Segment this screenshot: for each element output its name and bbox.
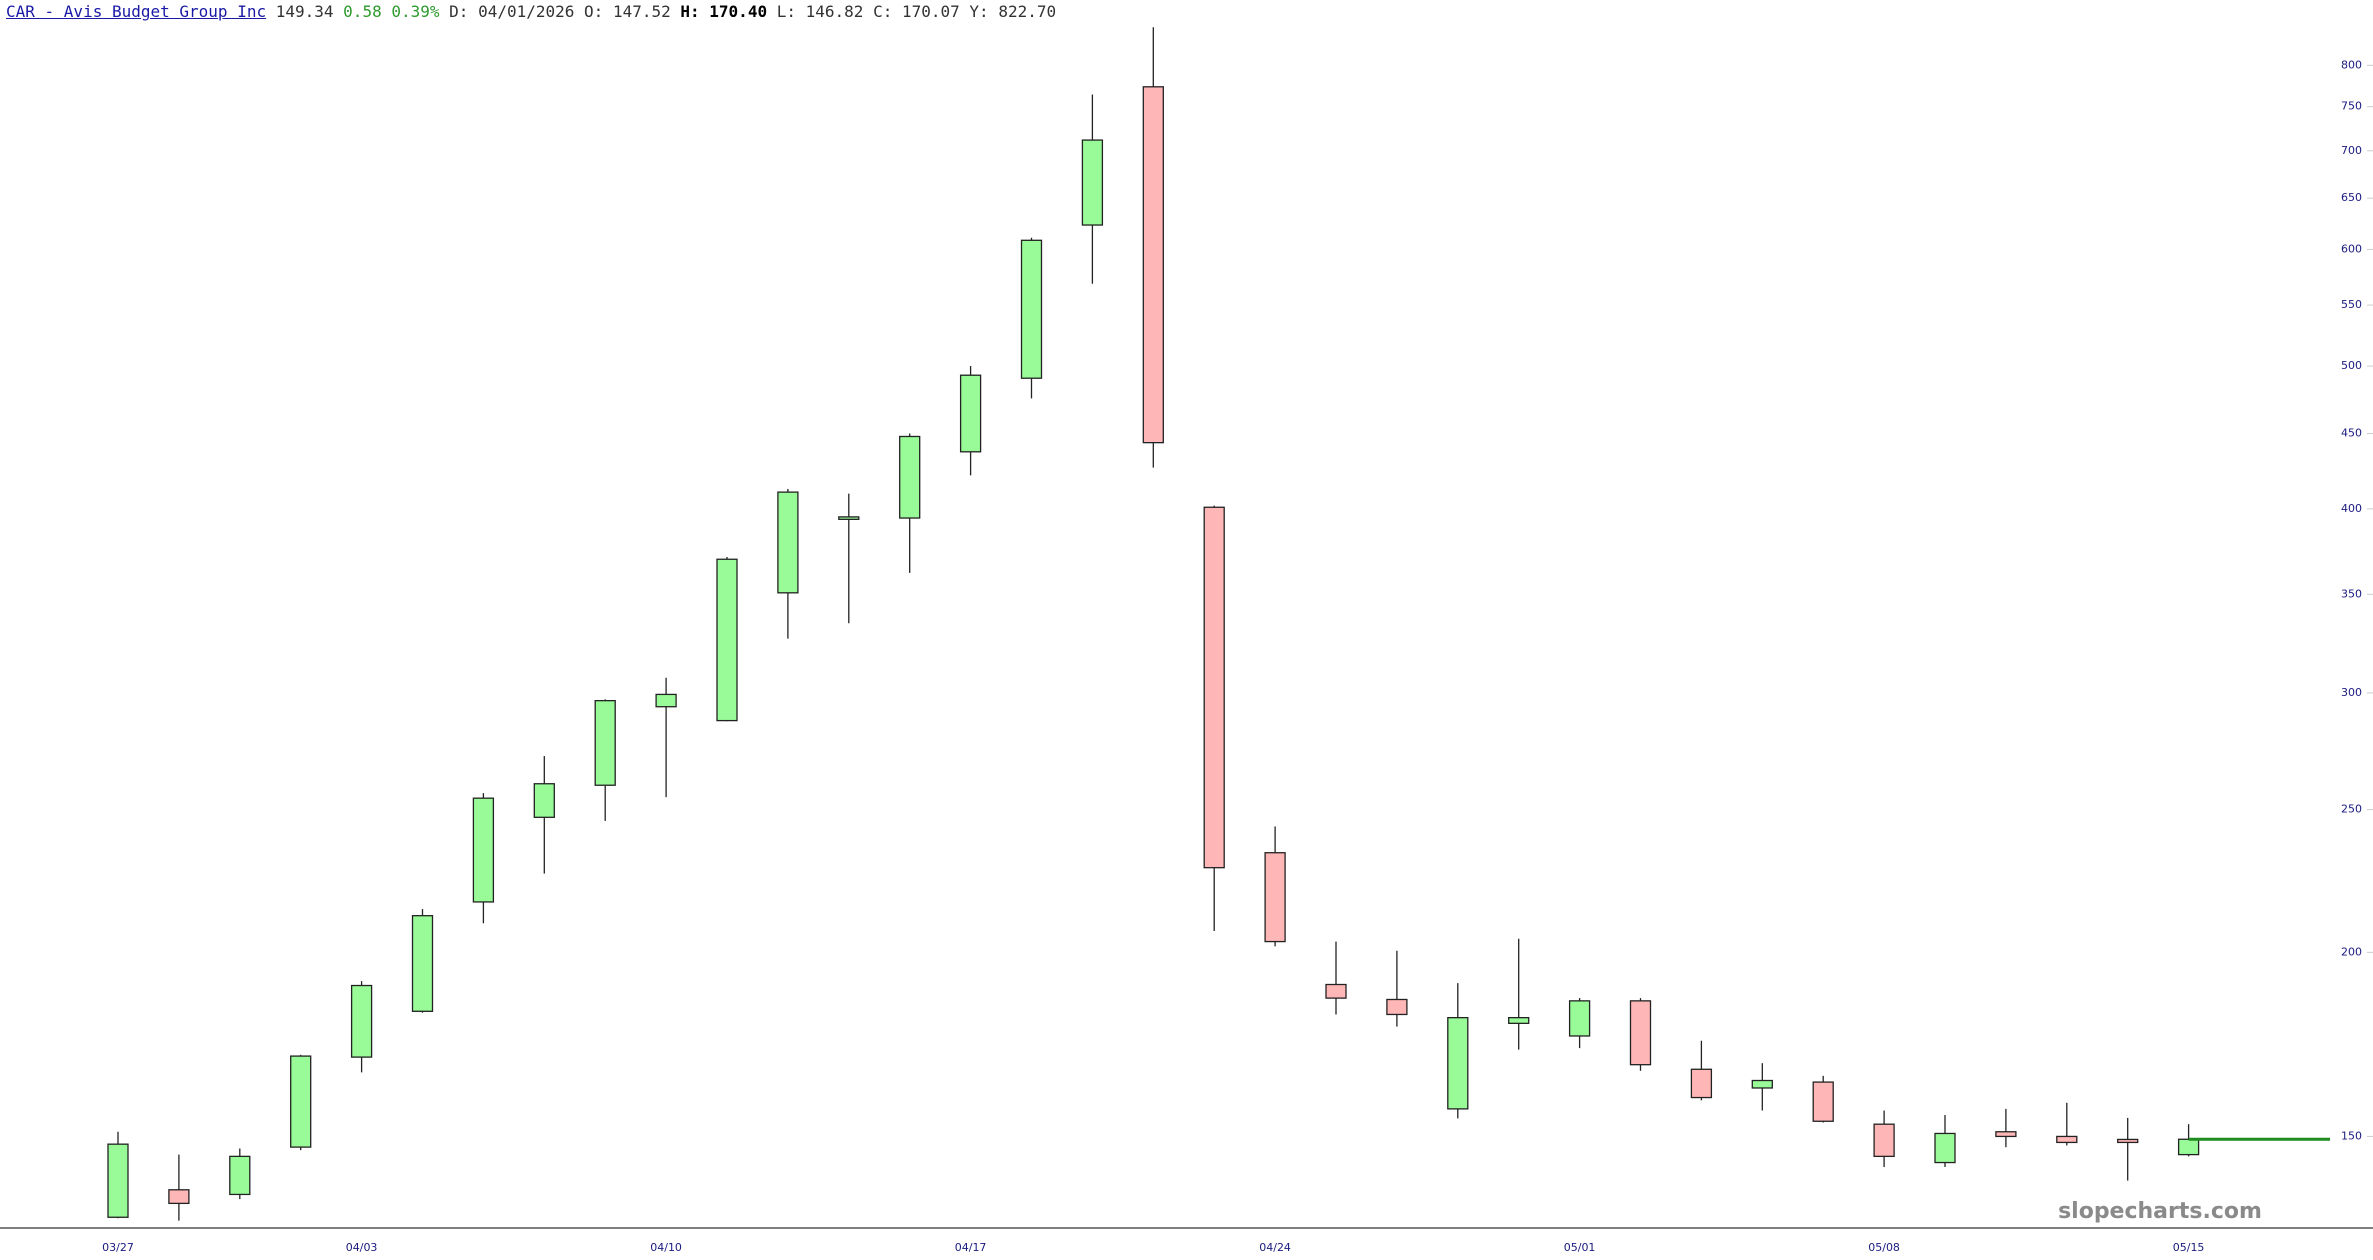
candle-body	[1142, 86, 1164, 444]
candle-body	[168, 1189, 190, 1205]
candle-body	[472, 797, 495, 903]
candle-body	[777, 491, 799, 594]
symbol-link[interactable]: CAR - Avis Budget Group Inc	[6, 2, 267, 21]
y-tick-label: 700	[2341, 144, 2362, 157]
x-tick-label: 05/08	[1868, 1241, 1900, 1254]
candle-body	[411, 915, 434, 1012]
change-pct: 0.39%	[391, 2, 440, 21]
candle-body	[1386, 998, 1408, 1016]
year-label: Y:	[969, 2, 989, 21]
candle-body	[2117, 1138, 2139, 1144]
candle-body	[959, 374, 982, 453]
y-tick-label: 550	[2341, 298, 2362, 311]
x-tick-label: 05/15	[2173, 1241, 2205, 1254]
open: 147.52	[612, 2, 671, 21]
x-tick-label: 04/24	[1259, 1241, 1291, 1254]
candle-body	[107, 1143, 129, 1218]
y-tick-label: 800	[2341, 58, 2362, 71]
close: 170.07	[901, 2, 960, 21]
candle-body	[1629, 1000, 1652, 1066]
candle-body	[1020, 239, 1043, 379]
last-price: 149.34	[275, 2, 334, 21]
year-value: 822.70	[998, 2, 1057, 21]
candle-body	[1447, 1016, 1469, 1110]
y-tick-label: 300	[2341, 686, 2362, 699]
candle-body	[229, 1155, 251, 1196]
candle-body	[1934, 1132, 1956, 1164]
candle-body	[899, 435, 921, 519]
y-tick-label: 650	[2341, 191, 2362, 204]
y-tick-label: 500	[2341, 359, 2362, 372]
candle-body	[1690, 1068, 1713, 1099]
candle-body	[1995, 1131, 2017, 1138]
open-label: O:	[584, 2, 604, 21]
candle-body	[1264, 852, 1286, 943]
low-label: L:	[776, 2, 796, 21]
x-tick-label: 04/17	[955, 1241, 987, 1254]
candle-body	[1568, 1000, 1591, 1037]
candle-body	[533, 783, 555, 818]
candle-body	[2177, 1138, 2200, 1156]
candle-body	[1203, 506, 1225, 869]
candle-body	[1508, 1016, 1530, 1024]
candle-body	[1873, 1123, 1895, 1158]
date: 04/01/2026	[478, 2, 575, 21]
candle-body	[2056, 1135, 2078, 1144]
x-tick-label: 05/01	[1564, 1241, 1596, 1254]
y-tick-label: 150	[2341, 1129, 2362, 1142]
y-tick-label: 750	[2341, 100, 2362, 113]
high-label: H:	[680, 2, 700, 21]
candle-body	[290, 1055, 312, 1148]
candle-body	[594, 699, 616, 786]
candle-body	[350, 984, 373, 1058]
y-tick-label: 450	[2341, 426, 2362, 439]
low: 146.82	[805, 2, 864, 21]
candle-body	[1751, 1079, 1773, 1089]
x-tick-label: 03/27	[102, 1241, 134, 1254]
y-tick-label: 350	[2341, 587, 2362, 600]
y-tick-label: 600	[2341, 242, 2362, 255]
close-label: C:	[873, 2, 893, 21]
change: 0.58	[343, 2, 382, 21]
date-label: D:	[449, 2, 469, 21]
watermark: slopecharts.com	[2058, 1199, 2262, 1224]
x-tick-label: 04/10	[650, 1241, 682, 1254]
candle-body	[1081, 139, 1104, 226]
candle-body	[716, 558, 738, 722]
y-tick-label: 400	[2341, 502, 2362, 515]
high: 170.40	[709, 2, 768, 21]
candle-body	[838, 516, 860, 520]
candle-body	[1325, 983, 1347, 999]
y-tick-label: 250	[2341, 803, 2362, 816]
quote-header: CAR - Avis Budget Group Inc 149.34 0.58 …	[6, 2, 1056, 21]
candle-body	[655, 693, 677, 708]
x-tick-label: 04/03	[346, 1241, 378, 1254]
candle-body	[1812, 1081, 1834, 1122]
y-tick-label: 200	[2341, 945, 2362, 958]
